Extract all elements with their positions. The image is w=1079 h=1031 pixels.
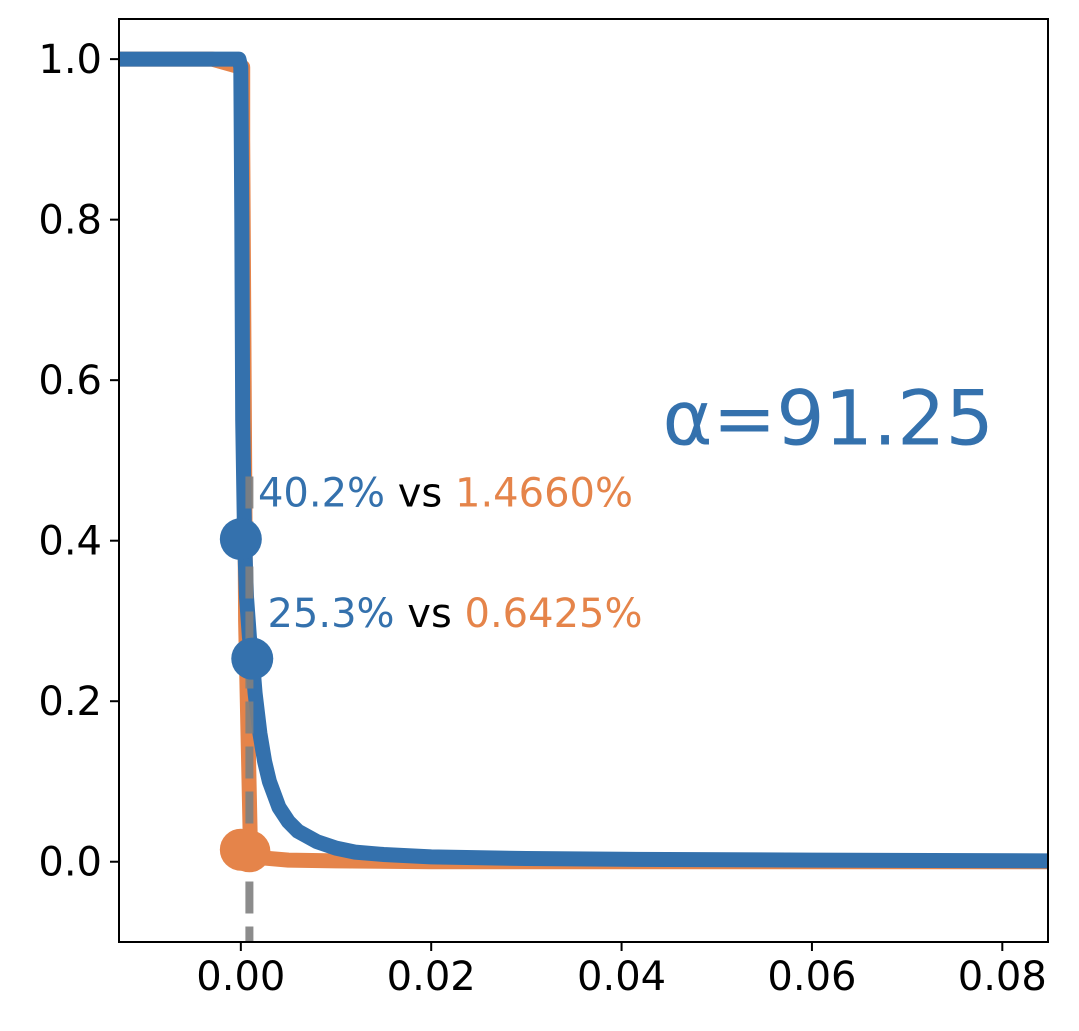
comparison-annotation-1: 40.2% vs 1.4660% <box>258 471 633 517</box>
marker-point-2 <box>231 637 274 680</box>
x-tick-label: 0.06 <box>767 954 856 1000</box>
x-tick-label: 0.00 <box>196 954 285 1000</box>
annotation-layer: 40.2% vs 1.4660% 25.3% vs 0.6425% α=91.25 <box>258 373 994 637</box>
y-tick-label: 0.0 <box>38 840 102 886</box>
annotation-orange-value: 1.4660% <box>455 471 633 517</box>
annotation-blue-value: 40.2% <box>258 471 385 517</box>
annotation-vs-text: vs <box>385 471 455 517</box>
markers-layer <box>219 518 274 873</box>
y-tick-label: 0.4 <box>38 519 102 565</box>
annotation-vs-text: vs <box>395 591 465 637</box>
y-tick-label: 0.6 <box>38 358 102 404</box>
annotation-orange-value: 0.6425% <box>465 591 643 637</box>
x-tick-label: 0.02 <box>387 954 476 1000</box>
marker-point-4 <box>228 830 271 873</box>
x-tick-label: 0.08 <box>958 954 1047 1000</box>
series-line-2 <box>119 51 1048 869</box>
plot-frame <box>118 18 1049 943</box>
y-tick-label: 0.2 <box>38 679 102 725</box>
comparison-annotation-2: 25.3% vs 0.6425% <box>267 591 642 637</box>
x-tick-label: 0.04 <box>577 954 666 1000</box>
axes-layer: 0.00 0.02 0.04 0.06 0.08 0.0 0.2 0.4 0.6 0.8 1.0 <box>38 37 1046 1000</box>
marker-point-1 <box>219 518 262 561</box>
annotation-blue-value: 25.3% <box>267 591 394 637</box>
alpha-label: α=91.25 <box>663 373 994 462</box>
y-tick-label: 1.0 <box>38 37 102 83</box>
y-tick-label: 0.8 <box>38 198 102 244</box>
